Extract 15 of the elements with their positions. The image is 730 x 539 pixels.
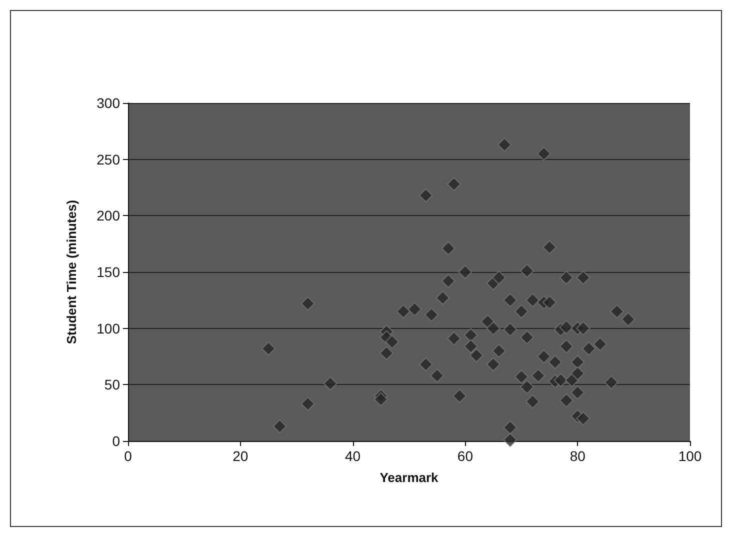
y-tick-label: 250	[96, 151, 120, 168]
y-tick-label: 100	[96, 320, 120, 336]
y-tick-label: 200	[96, 208, 120, 224]
y-tick-label: 150	[96, 264, 120, 280]
x-axis-title: Yearmark	[380, 470, 440, 485]
y-tick-label: 0	[112, 433, 120, 449]
x-tick-label: 60	[457, 448, 474, 464]
x-tick-label: 100	[678, 448, 702, 464]
x-tick-label: 80	[570, 448, 586, 464]
x-tick-label: 40	[345, 448, 361, 464]
y-tick-label: 50	[104, 376, 120, 393]
x-tick-label: 0	[124, 448, 132, 464]
x-tick-label: 20	[232, 448, 248, 464]
y-axis-title: Student Time (minutes)	[64, 200, 79, 344]
y-tick-label: 300	[96, 95, 120, 111]
